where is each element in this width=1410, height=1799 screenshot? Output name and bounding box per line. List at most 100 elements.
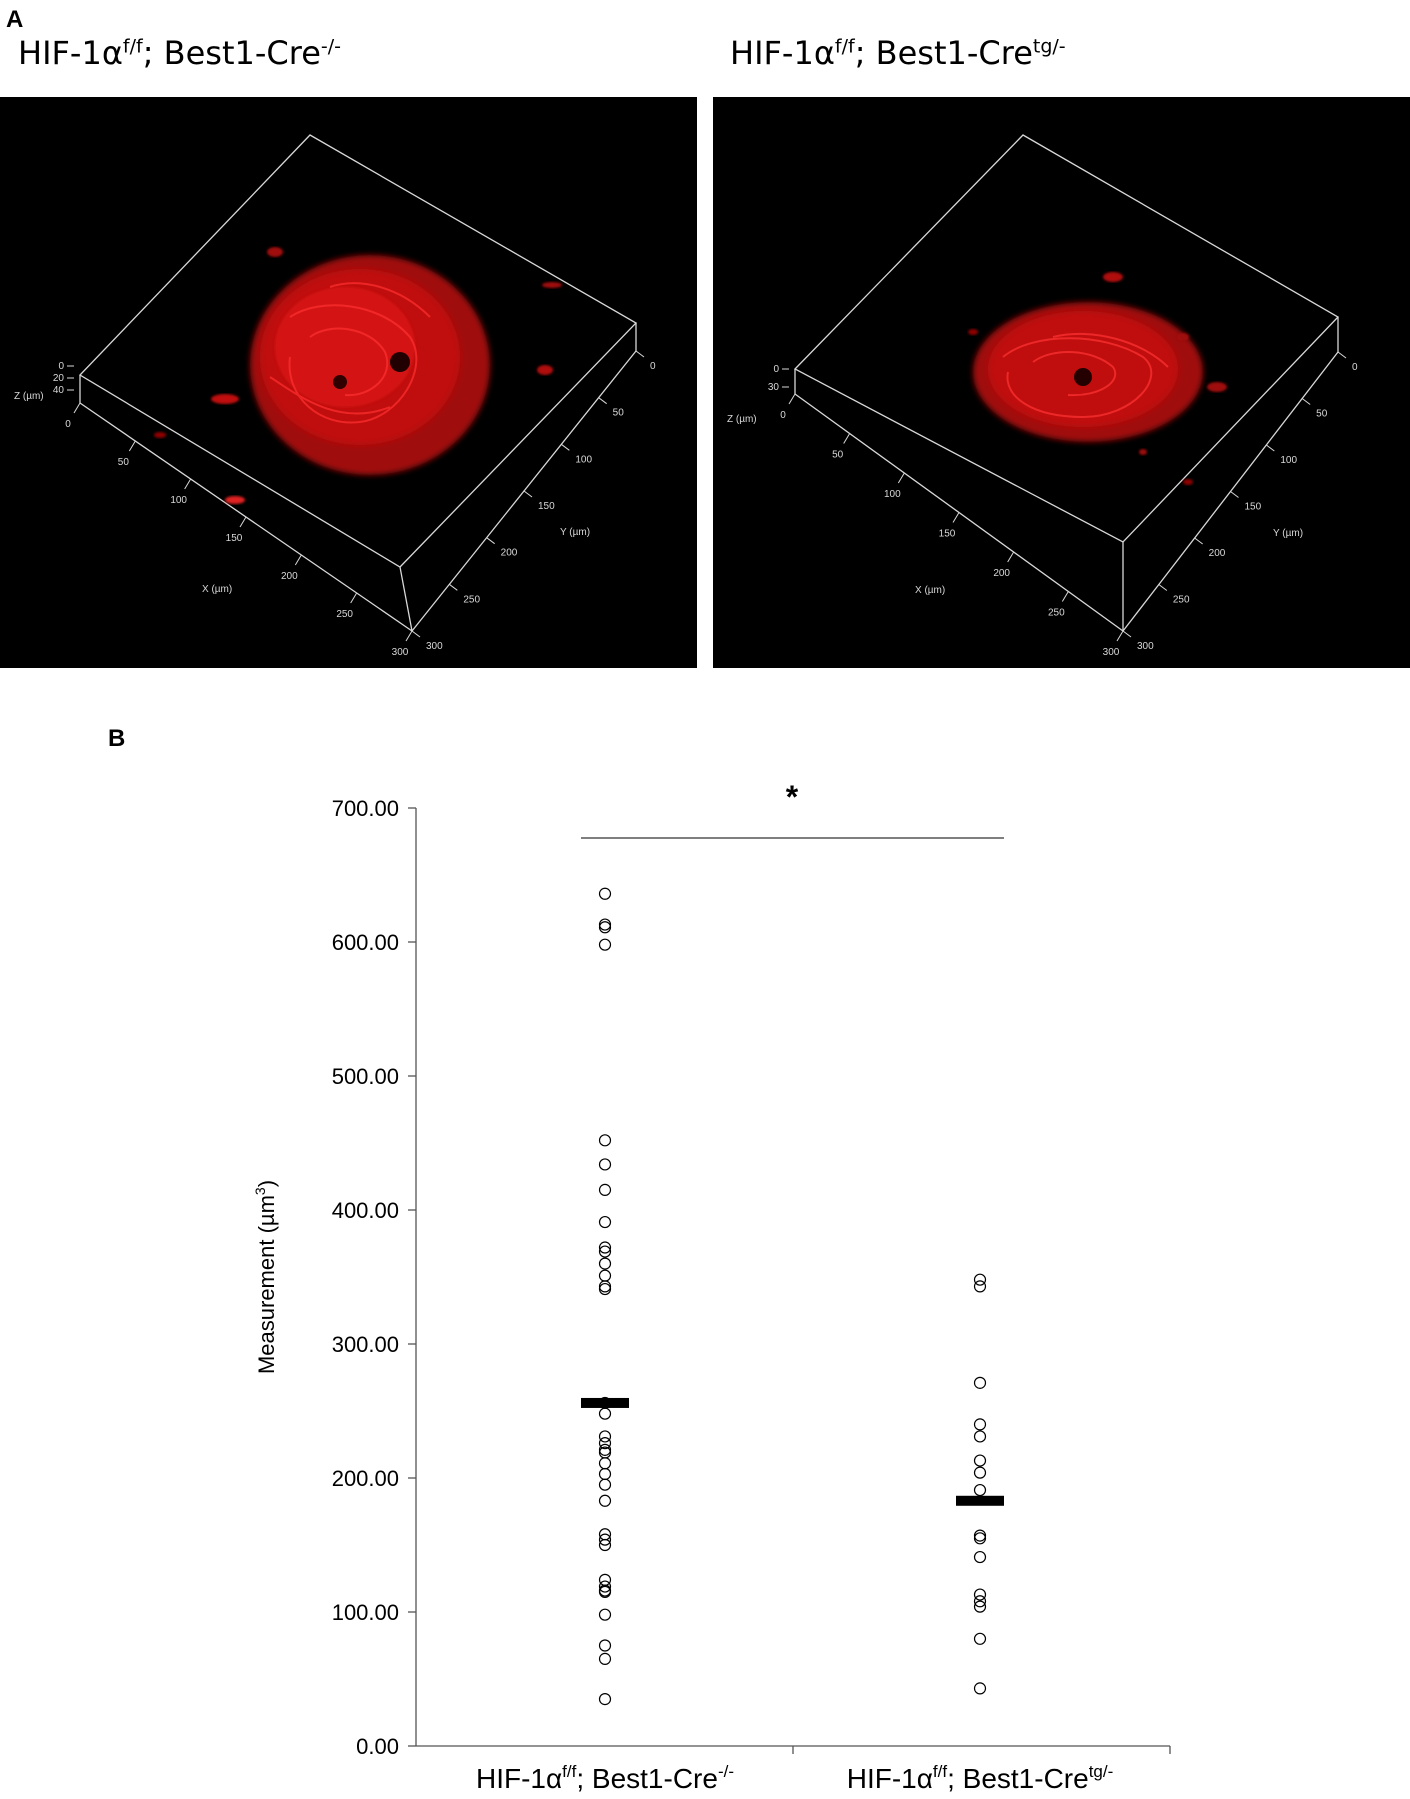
y-axis-label: Y (µm) [1273,528,1303,539]
data-point [973,1595,987,1608]
data-point [973,1550,987,1564]
y-tick-mark [1266,444,1275,452]
chart-means [581,1397,1004,1506]
data-point [598,1245,612,1258]
data-point [598,1580,612,1593]
data-point [598,1437,612,1450]
left-title-main: HIF-1α [18,34,123,72]
x-tick-label: 100 [884,489,901,500]
data-point [598,1494,612,1507]
x-tick-label: 250 [1048,608,1065,619]
x-tick-mark [1116,630,1124,642]
x-tick-mark [405,630,413,642]
x-tick-mark [350,592,358,604]
data-point [598,1257,612,1270]
y-tick-label: 250 [463,594,480,605]
panel-b-letter: B [108,725,126,752]
data-point [598,1692,612,1706]
y-tick-label: 100 [1280,455,1297,466]
data-point [598,887,612,900]
x-tick-mark [788,393,796,405]
y-tick-label: 50 [1316,409,1328,420]
category-label-mid: ; Best1-Cre [576,1763,718,1794]
data-point [598,921,612,934]
y-tick-mark [635,350,645,358]
significance-star: * [786,779,799,815]
category-label-sup2: tg/- [1089,1762,1114,1781]
z-tick-label: 20 [53,373,65,384]
mean-bar [956,1495,1004,1506]
panel-a-letter: A [6,6,24,33]
y-axis-title-sup: 3 [252,1187,268,1195]
y-tick-mark [1301,398,1311,405]
y-tick-mark [1194,537,1203,545]
x-tick-label: 150 [939,529,956,540]
x-tick-label: 150 [226,533,243,544]
data-point [973,1588,987,1601]
y-tick-mark [449,583,458,591]
category-label-mid: ; Best1-Cre [947,1763,1089,1794]
z-tick-label: 0 [773,364,779,375]
x-tick-mark [952,512,960,523]
x-tick-mark [73,402,81,414]
y-axis-title-close: ) [254,1180,279,1187]
y-tick-label: 200 [501,548,518,559]
chart-points [598,887,987,1706]
data-point [598,1280,612,1293]
data-point [973,1532,987,1545]
data-point [973,1430,987,1443]
y-tick-label: 150 [1245,502,1262,513]
data-point [973,1376,987,1389]
data-point [973,1682,987,1695]
y-tick-label: 50 [613,408,625,419]
data-point [598,1608,612,1621]
data-point [598,1282,612,1296]
x-tick-mark [843,433,851,444]
x-tick-label: 300 [1103,647,1120,658]
data-point [598,1652,612,1666]
category-label-main: HIF-1α [476,1763,562,1794]
category-label: HIF-1αf/f; Best1-Cretg/- [847,1762,1114,1794]
y-tick-mark [411,630,421,638]
x-tick-label: 50 [118,457,130,468]
left-confocal-image: 0 20 40 Z (µm) 0 50 100 150 200 250 300 X (µm) 0 50 10… [0,97,697,668]
right-title-main: HIF-1α [730,34,835,72]
x-tick-label: 50 [832,450,844,461]
chart-labels: HIF-1αf/f; Best1-Cre-/- HIF-1αf/f; Best1-… [476,1762,1113,1794]
y-tick-label: 300 [426,641,443,652]
dot-plot: 0.00 100.00 200.00 300.00 400.00 500.00 600.00… [252,779,1171,1794]
category-label-sup2: -/- [718,1762,734,1781]
right-image-title: HIF-1αf/f; Best1-Cretg/- [730,34,1066,72]
data-point [598,1478,612,1491]
x-tick-label: 0 [780,410,786,421]
y-axis-title: Measurement (µm3) [252,1180,279,1374]
data-point [598,1573,612,1586]
y-tick-label: 300.00 [332,1332,399,1357]
right-stain-blob [968,272,1227,485]
data-point [973,1483,987,1497]
y-axis-title-text: Measurement (µm [254,1195,279,1374]
z-axis-label: Z (µm) [727,414,757,425]
data-point [973,1600,987,1613]
y-tick-label: 0.00 [356,1734,399,1759]
data-point [598,1134,612,1147]
x-axis-label: X (µm) [202,584,232,595]
data-point [598,1457,612,1470]
data-point [598,1158,612,1171]
x-tick-mark [239,516,247,528]
y-tick-mark [561,443,570,451]
data-point [598,1533,612,1546]
z-tick-label: 30 [768,382,780,393]
x-tick-mark [897,472,905,484]
y-tick-label: 0 [650,361,656,372]
x-tick-mark [294,554,302,566]
data-point [598,1538,612,1552]
y-tick-mark [1122,630,1132,638]
y-tick-label: 500.00 [332,1064,399,1089]
y-tick-label: 200 [1209,548,1226,559]
data-point [598,1183,612,1196]
x-tick-mark [1061,591,1069,602]
x-tick-label: 100 [170,495,187,506]
